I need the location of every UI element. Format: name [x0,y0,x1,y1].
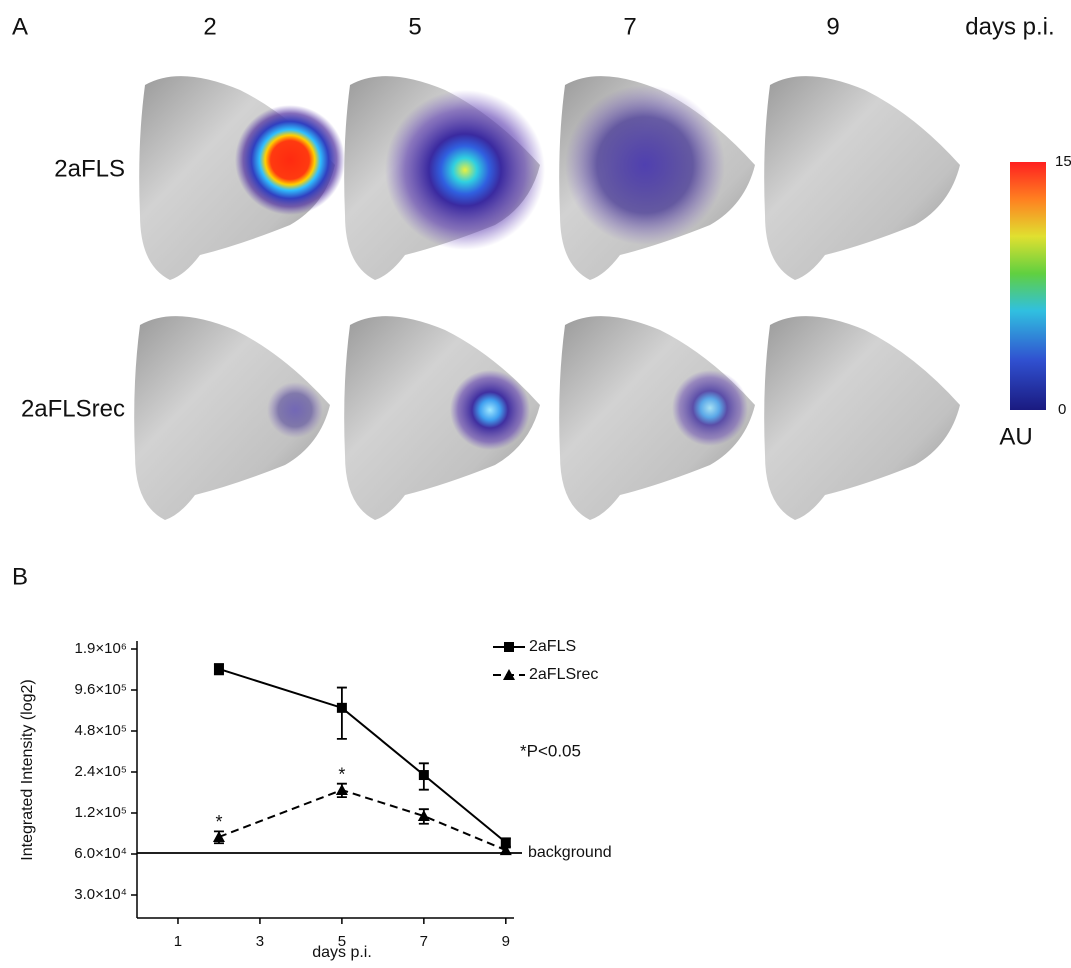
marker [499,844,512,856]
marker [504,642,514,652]
column-header: 5 [408,13,421,40]
marker [417,810,430,822]
y-axis-label: Integrated Intensity (log2) [19,679,36,860]
image [139,76,345,280]
series-line [218,668,507,844]
marker [336,702,347,713]
y-tick-label: 9.6×10⁵ [74,681,127,698]
image [764,316,960,520]
y-tick-label: 6.0×10⁴ [74,845,127,862]
column-header: 9 [826,13,839,40]
row-label: 2aFLSrec [21,395,125,422]
x-tick-label: 7 [420,933,428,950]
panel-a: A 2 5 7 9 days p.i. 2aFLS 2aFLSrec 1500 … [12,13,1071,520]
image [764,76,960,280]
background-label: background [528,844,612,861]
marker [500,837,511,848]
marker [335,784,348,796]
column-header: 2 [203,13,216,40]
image [344,316,540,520]
marker [418,770,429,781]
series-line [218,788,507,852]
marker [212,830,225,842]
x-tick-label: 1 [174,933,182,950]
x-tick-label: 9 [502,933,510,950]
x-tick-label: 3 [256,933,264,950]
image [559,316,755,520]
image [559,76,755,280]
y-tick-label: 2.4×10⁵ [74,763,127,780]
y-tick-label: 3.0×10⁴ [74,886,127,903]
panel-label: A [12,13,28,40]
panel-label: B [12,563,28,590]
colorbar-label: 1500 [1055,153,1071,170]
significance-marker: * [215,812,222,832]
x-axis-label: days p.i. [312,944,372,961]
row-label: 2aFLS [54,155,125,182]
colorbar-label: 0 [1058,401,1066,418]
column-unit: days p.i. [965,13,1054,40]
panel-b: B Integrated Intensity (log2) days p.i. … [12,563,612,961]
y-tick-label: 4.8×10⁵ [74,722,127,739]
marker [503,669,515,680]
x-tick-label: 5 [338,933,346,950]
column-header: 7 [623,13,636,40]
colorbar [1010,162,1046,410]
colorbar-unit: AU [999,423,1032,450]
image [134,316,330,520]
significance-note: *P<0.05 [520,741,581,760]
image [344,76,545,280]
y-tick-label: 1.2×10⁵ [74,804,127,821]
marker [213,663,224,674]
legend-label: 2aFLSrec [529,666,598,683]
error-bar [336,686,347,740]
legend-label: 2aFLS [529,638,576,655]
y-tick-label: 1.9×10⁶ [75,640,127,657]
significance-marker: * [338,764,345,784]
